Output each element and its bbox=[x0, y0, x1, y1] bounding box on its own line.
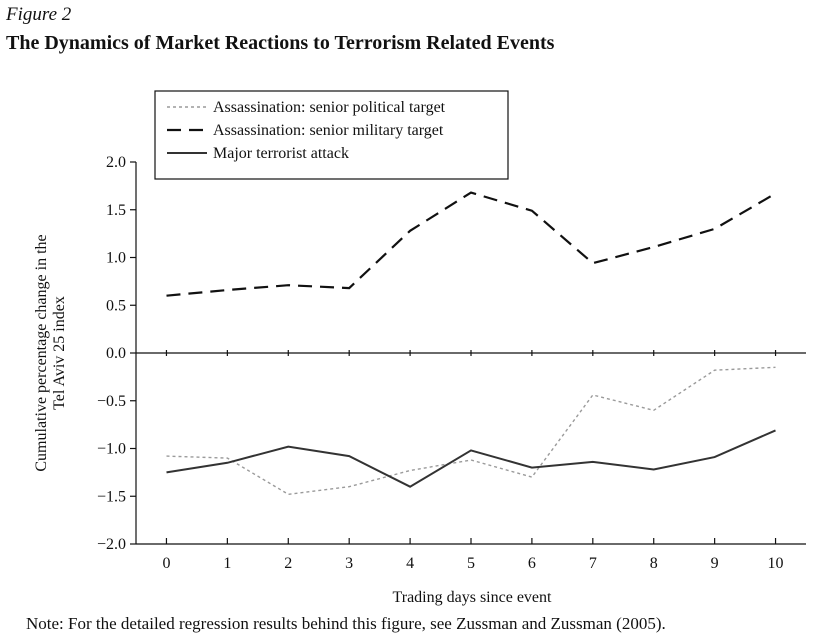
y-axis-label-group: Cumulative percentage change in the Tel A… bbox=[33, 234, 68, 471]
x-tick-label: 9 bbox=[711, 555, 719, 572]
series-line-1 bbox=[166, 366, 776, 496]
y-tick-label: −0.5 bbox=[97, 393, 126, 410]
chart-title: The Dynamics of Market Reactions to Terr… bbox=[6, 32, 555, 54]
x-tick-label: 3 bbox=[345, 555, 353, 572]
series-lines bbox=[166, 191, 777, 496]
figure-note: Note: For the detailed regression result… bbox=[26, 614, 666, 633]
x-tick-label: 7 bbox=[589, 555, 597, 572]
x-axis: 0 1 2 3 4 5 6 7 8 9 10 bbox=[162, 350, 784, 572]
x-tick-label: 6 bbox=[528, 555, 536, 572]
x-tick-label: 1 bbox=[223, 555, 231, 572]
y-axis-label-line: Cumulative percentage change in the bbox=[33, 234, 50, 471]
y-axis-label-line: Tel Aviv 25 index bbox=[51, 296, 68, 410]
line-chart: 2.0 1.5 1.0 0.5 0.0 −0.5 −1.0 −1.5 −2.0 0 1 2 3 4 5 6 7… bbox=[33, 90, 806, 606]
x-tick-label: 5 bbox=[467, 555, 475, 572]
legend-label: Assassination: senior military target bbox=[213, 122, 444, 139]
x-axis-label: Trading days since event bbox=[393, 589, 552, 606]
y-tick-label: 1.5 bbox=[106, 202, 126, 219]
y-tick-label: −1.5 bbox=[97, 488, 126, 505]
y-axis: 2.0 1.5 1.0 0.5 0.0 −0.5 −1.0 −1.5 −2.0 bbox=[97, 154, 136, 553]
legend: Assassination: senior political target As… bbox=[154, 90, 509, 180]
x-tick-label: 4 bbox=[406, 555, 414, 572]
y-tick-label: 0.0 bbox=[106, 345, 126, 362]
x-tick-label: 8 bbox=[650, 555, 658, 572]
legend-label: Major terrorist attack bbox=[213, 145, 349, 162]
y-tick-label: 1.0 bbox=[106, 250, 126, 267]
y-tick-label: −2.0 bbox=[97, 536, 126, 553]
legend-box bbox=[154, 90, 509, 180]
x-tick-label: 2 bbox=[284, 555, 292, 572]
figure-label: Figure 2 bbox=[6, 4, 72, 25]
y-tick-label: 0.5 bbox=[106, 297, 126, 314]
y-axis-label: Cumulative percentage change in the Tel A… bbox=[33, 234, 68, 471]
x-tick-label: 0 bbox=[162, 555, 170, 572]
legend-label: Assassination: senior political target bbox=[213, 99, 446, 116]
series-line-2 bbox=[166, 191, 777, 297]
y-tick-label: 2.0 bbox=[106, 154, 126, 171]
y-tick-label: −1.0 bbox=[97, 441, 126, 458]
series-line-3 bbox=[166, 429, 776, 488]
x-tick-label: 10 bbox=[768, 555, 784, 572]
